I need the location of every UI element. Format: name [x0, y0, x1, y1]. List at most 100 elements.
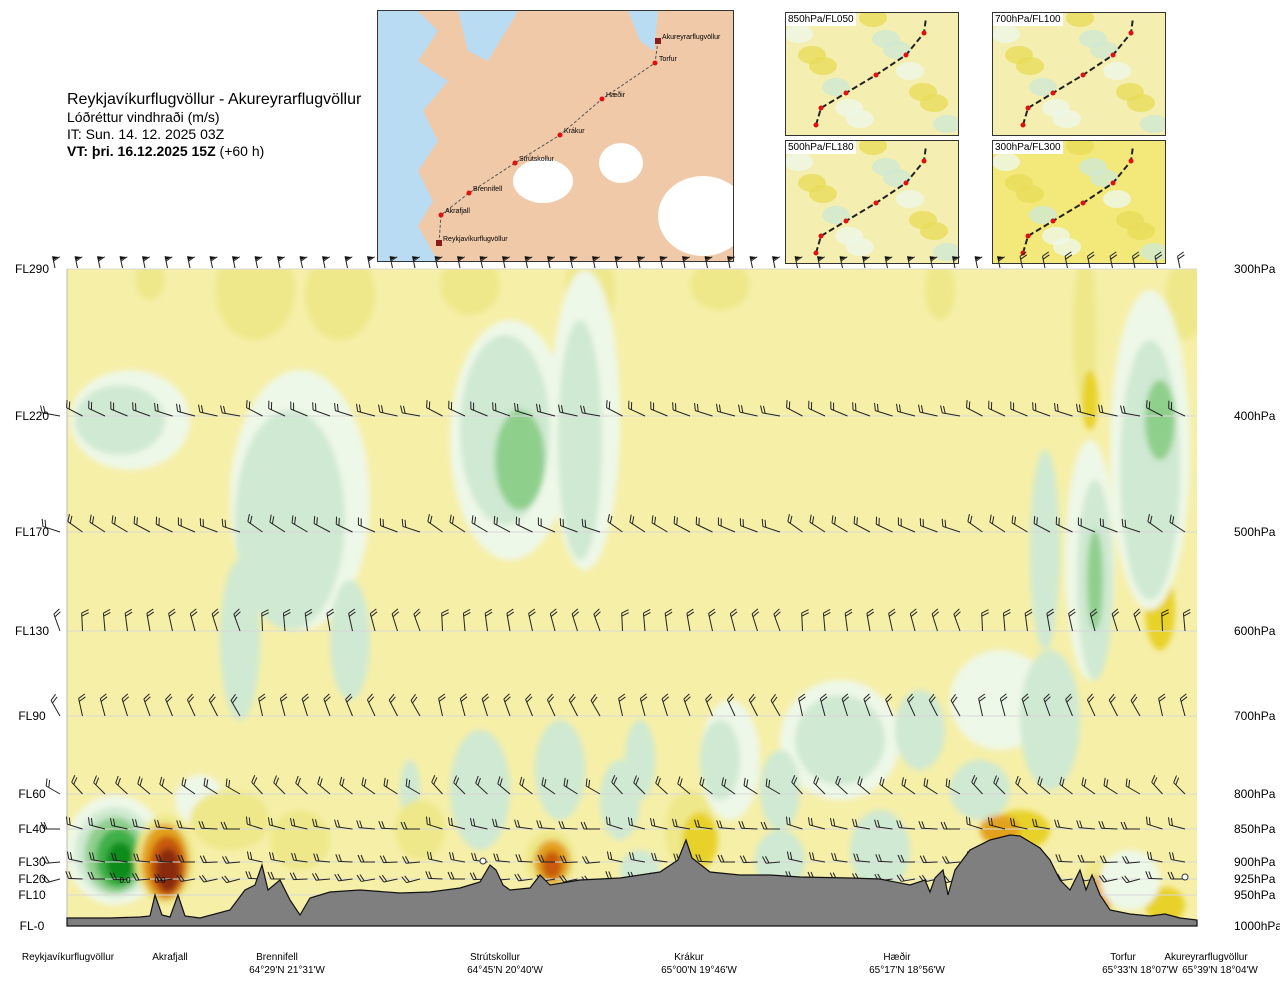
wind-barb [457, 256, 466, 269]
waypoint-coord: 65°39'N 18°04'W [1182, 965, 1258, 976]
inset-cell [909, 83, 937, 101]
route-title: Reykjavíkurflugvöllur - Akureyrarflugvöl… [67, 91, 362, 108]
wind-barb [717, 517, 736, 533]
vertical-velocity-cell [1082, 370, 1098, 430]
wind-barb [267, 871, 285, 880]
wind-barb [607, 513, 623, 533]
inset-waypoint [1128, 158, 1134, 164]
wind-barb [952, 256, 961, 269]
vertical-velocity-cell [895, 690, 945, 770]
vertical-velocity-cell [395, 800, 445, 860]
wind-barb [633, 775, 646, 795]
wind-barb [978, 693, 986, 717]
wind-barb [1077, 517, 1096, 533]
wind-barb [41, 518, 61, 533]
vertical-velocity-cell [135, 269, 165, 300]
wind-barb [726, 693, 736, 717]
wind-barb [853, 853, 871, 863]
wind-barb [760, 405, 781, 417]
wind-barb [611, 775, 623, 795]
wind-barb [852, 402, 871, 417]
wind-barb [1167, 817, 1186, 830]
wind-barb [111, 515, 128, 533]
wind-barb [335, 854, 353, 863]
wind-barb [481, 693, 490, 717]
wind-barb [514, 819, 533, 830]
wind-barb [132, 873, 151, 881]
wind-barb [497, 776, 511, 795]
wind-barb [1065, 693, 1073, 717]
wind-barb [412, 256, 421, 269]
wind-barb [655, 775, 668, 795]
wind-barb [1147, 513, 1163, 533]
wind-barb [1145, 871, 1163, 880]
wind-barb [760, 821, 780, 830]
flight-level-label: FL30 [18, 855, 46, 869]
wind-barb [99, 693, 108, 717]
wind-barb [402, 856, 421, 864]
wind-barb [53, 608, 61, 632]
wind-barb [721, 777, 736, 795]
wind-barb [176, 403, 196, 417]
wind-barb [1109, 251, 1118, 269]
wind-barb [558, 874, 578, 883]
wind-barb [1037, 776, 1051, 795]
wind-barb [704, 256, 713, 269]
wind-barb [786, 851, 803, 863]
valid-time: VT: þri. 16.12.2025 15Z (+60 h) [67, 143, 265, 159]
wind-barb [581, 518, 601, 533]
route-map: Akureyrarflugvöllur Torfur Hæðir Krákur Strú… [377, 10, 734, 262]
wind-barb [582, 856, 601, 864]
wind-barb [839, 256, 848, 269]
wind-barb [52, 256, 61, 269]
wind-barb [426, 851, 443, 863]
wind-barb [628, 400, 646, 417]
wind-barb [981, 609, 989, 632]
wind-barb [642, 609, 651, 632]
inset-waypoint [818, 105, 824, 111]
wind-barb [334, 402, 353, 417]
flight-level-label: FL170 [15, 525, 49, 539]
wind-barb [268, 852, 286, 863]
wind-barb [220, 821, 240, 830]
wind-barb [717, 854, 735, 863]
wind-barb [109, 872, 128, 881]
wind-barb [738, 404, 758, 417]
wind-barb [1021, 693, 1030, 717]
wind-barb [304, 608, 313, 632]
wind-barb [1145, 816, 1163, 830]
wind-barb [177, 517, 196, 533]
inset-cell [872, 30, 900, 48]
vertical-velocity-cell [440, 269, 500, 315]
wind-barb [592, 256, 601, 269]
wind-barb [334, 819, 353, 830]
wind-barb [563, 777, 578, 795]
wind-barb [857, 776, 871, 795]
vertical-velocity-cell [690, 269, 750, 310]
wind-barb [282, 609, 291, 632]
vertical-velocity-cell [558, 320, 602, 560]
wind-barb [606, 400, 623, 417]
wind-barb [154, 819, 173, 830]
wind-barb [559, 855, 578, 864]
wind-barb [791, 775, 803, 795]
wind-barb [536, 403, 556, 417]
wind-barb [391, 608, 400, 632]
wind-barb [519, 776, 533, 795]
vertical-velocity-cell [156, 848, 180, 892]
wind-barb [209, 256, 218, 269]
inset-cell [1042, 99, 1070, 117]
wind-barb [1032, 818, 1051, 830]
wind-barb [109, 817, 128, 830]
wind-barb [906, 693, 916, 717]
wind-barb [1010, 401, 1028, 417]
wind-barb [268, 400, 286, 417]
wind-barb [132, 402, 151, 417]
waypoint-coord: 65°17'N 18°56'W [869, 965, 945, 976]
wind-barb [503, 693, 511, 717]
inset-label: 700hPa/FL100 [993, 13, 1063, 26]
wind-barb [198, 821, 218, 830]
inset-cell [1029, 78, 1057, 96]
wind-barb [515, 854, 533, 863]
inset-waypoint [1020, 250, 1026, 256]
